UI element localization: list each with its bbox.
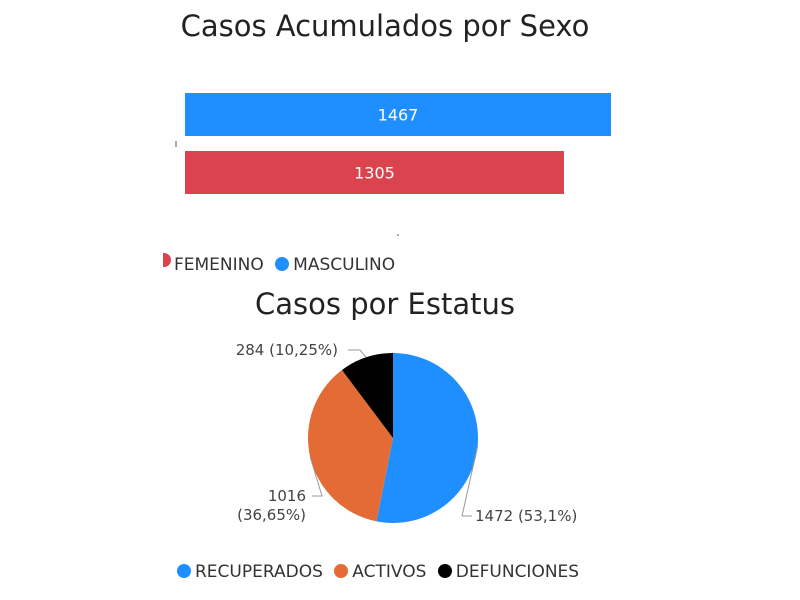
legend-label-masculino: MASCULINO (293, 255, 396, 275)
defunciones-legend-marker (437, 564, 452, 578)
legend-item-masculino[interactable]: MASCULINO (275, 255, 395, 275)
activos-legend-marker (334, 564, 349, 578)
pie-chart-legend: RECUPERADOS ACTIVOS DEFUNCIONES (177, 562, 585, 582)
legend-label-defunciones: DEFUNCIONES (455, 562, 580, 582)
leader-line-recuperados (461, 446, 479, 517)
bar-masculino (185, 93, 611, 136)
legend-label-recuperados: RECUPERADOS (195, 562, 323, 582)
data-label-activos: 1016 (36,65%) (237, 487, 306, 524)
bar-chart-legend: FEMENINO MASCULINO (163, 251, 401, 275)
bar-chart-title: Casos Acumulados por Sexo (180, 9, 590, 43)
pie-chart: 1472 (53,1%) 1016 (36,65%) 284 (10,25%) (236, 341, 578, 525)
bar-chart: 1467 1305 (175, 93, 611, 236)
data-label-defunciones: 284 (10,25%) (236, 341, 338, 359)
legend-item-femenino[interactable]: FEMENINO (163, 251, 264, 275)
recuperados-legend-marker (177, 564, 191, 578)
legend-item-recuperados[interactable]: RECUPERADOS (177, 562, 323, 582)
pie-chart-title: Casos por Estatus (255, 287, 515, 321)
leader-line-defunciones (348, 349, 367, 358)
data-label-recuperados: 1472 (53,1%) (475, 507, 577, 525)
bar-label-masculino: 1467 (378, 106, 419, 125)
bar-label-femenino: 1305 (354, 164, 395, 183)
pie-slice-activos (308, 370, 393, 522)
pie-slice-defunciones (341, 353, 393, 438)
legend-label-activos: ACTIVOS (352, 562, 427, 582)
legend-item-activos[interactable]: ACTIVOS (334, 562, 426, 582)
femenino-legend-marker (163, 253, 171, 267)
pie-slice-recuperados (376, 353, 479, 523)
legend-label-femenino: FEMENINO (174, 255, 264, 275)
legend-item-defunciones[interactable]: DEFUNCIONES (437, 562, 580, 582)
bar-femenino (185, 151, 564, 194)
leader-line-activos (309, 456, 323, 497)
masculino-legend-marker (275, 257, 290, 271)
